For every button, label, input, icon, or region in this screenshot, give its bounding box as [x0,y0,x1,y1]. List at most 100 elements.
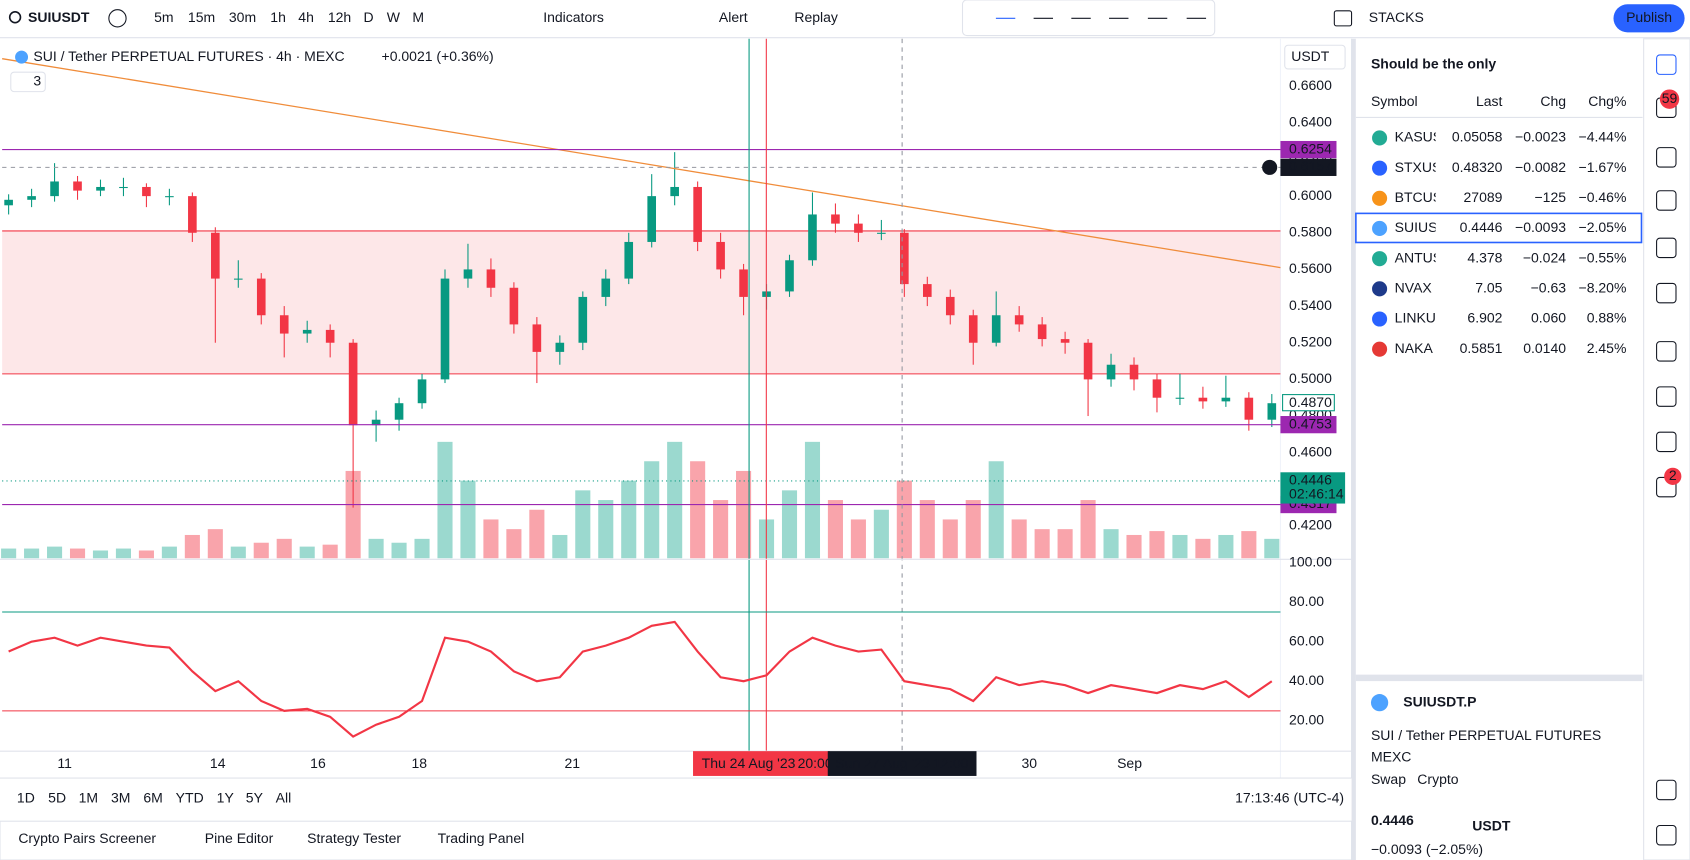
volume-bar [942,519,958,559]
interval-button[interactable]: 30m [229,9,256,25]
details-kind: Swap [1371,771,1406,787]
y-tick-label: 0.6400 [1289,114,1332,130]
sidebar-icon [1656,190,1677,211]
row-last: 27089 [1464,189,1503,205]
row-symbol[interactable]: ANTUS [1395,249,1442,265]
row-change: −0.63 [1531,280,1567,296]
row-change-pct: −1.67% [1579,159,1627,175]
candle-body [509,287,519,325]
candle-body [1198,397,1208,402]
candle-body [394,403,404,420]
x-tick-label: 30 [1022,755,1038,771]
candle-body [1175,397,1185,399]
x-tick-label: 18 [411,755,427,771]
candle-body [371,419,381,426]
bottom-tab[interactable]: Pine Editor [205,830,274,846]
alert-button[interactable]: Alert [719,9,748,25]
crosshair-label: 0.6157 [1289,158,1332,174]
volume-bar [230,546,246,559]
range-button[interactable]: YTD [176,789,204,805]
interval-button[interactable]: 15m [188,9,215,25]
interval-button[interactable]: 5m [154,9,173,25]
indicator-count[interactable]: 3 [33,73,41,89]
row-change-pct: 2.45% [1587,340,1627,356]
currency-select[interactable]: USDT [1291,48,1330,64]
volume-bar [1103,529,1119,559]
rsi-tick-label: 60.00 [1289,632,1324,648]
volume-bar [1149,531,1165,559]
row-change: 0.060 [1531,310,1566,326]
interval-button[interactable]: 1h [270,9,286,25]
bottom-tab[interactable]: Trading Panel [438,830,525,846]
volume-bar [896,480,912,559]
bottom-tab[interactable]: Strategy Tester [307,830,401,846]
symbol-button[interactable]: SUIUSDT [28,9,90,25]
rsi-tick-label: 20.00 [1289,711,1324,727]
row-last: 6.902 [1467,310,1502,326]
candle-body [1106,364,1116,380]
candle-body [1244,397,1254,420]
volume-bar [804,441,821,559]
candle-body [555,342,565,352]
range-button[interactable]: 1D [17,789,35,805]
column-header: Symbol [1371,93,1418,109]
y-tick-label: 0.5600 [1289,260,1332,276]
crosshair-label-bg [1280,158,1337,176]
volume-bar [1195,538,1211,559]
volume-bar [322,544,338,559]
range-button[interactable]: 1M [79,789,98,805]
volume-bar [621,480,637,559]
interval-button[interactable]: M [412,9,424,25]
x-tick-label: 21 [565,755,581,771]
row-symbol[interactable]: STXUS [1395,159,1442,175]
add-symbol[interactable] [108,9,127,28]
watchlist-name[interactable]: Should be the only [1371,55,1496,71]
volume-bar [1011,519,1027,559]
candle-body [922,284,932,297]
candle-body [1267,403,1277,420]
range-button[interactable]: 1Y [217,789,235,805]
y-tick-label: 0.6000 [1289,187,1332,203]
interval-button[interactable]: 4h [298,9,314,25]
range-button[interactable]: All [276,789,292,805]
volume-bar [667,441,683,559]
indicators-button[interactable]: Indicators [543,9,604,25]
x-tick-label: 14 [210,755,226,771]
row-symbol[interactable]: LINKU [1395,310,1436,326]
volume-bar [92,550,109,559]
layout-button[interactable]: STACKS [1369,9,1424,25]
candle-body [808,214,817,261]
rsi-tick-label: 40.00 [1289,672,1324,688]
interval-button[interactable]: W [387,9,401,25]
interval-button[interactable]: D [364,9,374,25]
bottom-tab[interactable]: Crypto Pairs Screener [18,830,156,846]
y-tick-label: 0.5800 [1289,223,1332,239]
interval-button[interactable]: 12h [328,9,351,25]
candle-body [302,329,312,334]
range-button[interactable]: 5Y [246,789,264,805]
candle-body [463,269,473,279]
volume-bar [1057,529,1073,559]
countdown-label: 02:46:14 [1289,486,1344,502]
symbol-icon [1372,130,1388,146]
row-symbol[interactable]: BTCUS [1395,189,1442,205]
row-symbol[interactable]: SUIUS [1395,219,1438,235]
range-button[interactable]: 5D [48,789,66,805]
symbol-icon [1372,311,1388,327]
details-price: 0.4446 [1371,812,1414,828]
crosshair-date-bg [827,751,977,776]
range-button[interactable]: 6M [143,789,162,805]
crosshair-plus[interactable] [1262,159,1278,175]
details-gap [1355,674,1643,682]
volume-bar [575,490,591,559]
column-header: Chg% [1588,93,1626,109]
row-symbol[interactable]: NAKA [1395,340,1434,356]
sidebar-icon [1656,341,1677,362]
row-symbol[interactable]: KASUS [1395,129,1442,145]
publish-button[interactable]: Publish [1626,9,1672,25]
replay-button[interactable]: Replay [794,9,838,25]
row-last: 7.05 [1475,280,1502,296]
row-symbol[interactable]: NVAX [1395,280,1433,296]
range-button[interactable]: 3M [111,789,130,805]
sidebar-icon [1656,824,1677,846]
